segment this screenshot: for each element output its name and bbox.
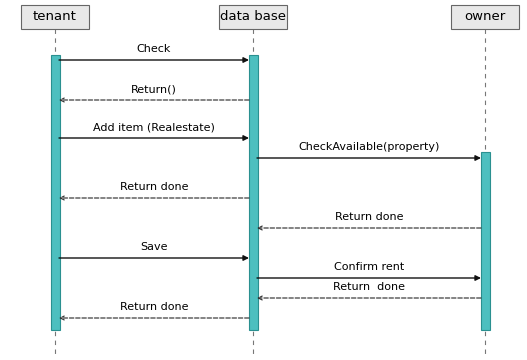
Text: owner: owner xyxy=(464,10,505,23)
Bar xyxy=(51,55,60,330)
Bar xyxy=(451,5,519,29)
Text: Return done: Return done xyxy=(120,182,188,192)
Bar xyxy=(21,5,89,29)
Bar xyxy=(481,152,490,330)
Text: Add item (Realestate): Add item (Realestate) xyxy=(93,122,215,132)
Text: tenant: tenant xyxy=(33,10,77,23)
Text: Return done: Return done xyxy=(335,212,403,222)
Text: Confirm rent: Confirm rent xyxy=(334,262,404,272)
Bar xyxy=(219,5,287,29)
Text: Return done: Return done xyxy=(120,302,188,312)
Text: Return(): Return() xyxy=(131,84,177,94)
Text: Return  done: Return done xyxy=(333,282,405,292)
Text: Save: Save xyxy=(140,242,168,252)
Bar xyxy=(249,55,258,330)
Text: data base: data base xyxy=(220,10,286,23)
Text: CheckAvailable(property): CheckAvailable(property) xyxy=(298,142,440,152)
Text: Check: Check xyxy=(137,44,171,54)
